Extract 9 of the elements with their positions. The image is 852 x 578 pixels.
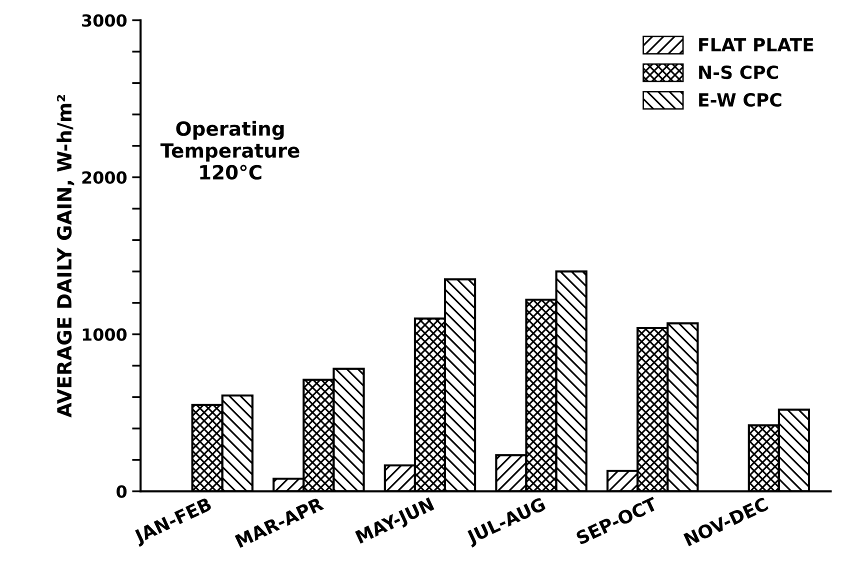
annotation: Operating Temperature 120°C — [160, 120, 300, 180]
legend-label: E-W CPC — [699, 93, 782, 107]
legend-label: N-S CPC — [699, 65, 778, 80]
y-tick-label: 3000 — [82, 14, 127, 27]
y-tick-label: 0 — [116, 485, 127, 498]
y-tick-label: 1000 — [82, 328, 127, 341]
y-tick-label: 2000 — [82, 171, 127, 184]
legend-label: FLAT PLATE — [699, 38, 814, 52]
y-axis-title: AVERAGE DAILY GAIN, W-h/m² — [56, 94, 74, 418]
